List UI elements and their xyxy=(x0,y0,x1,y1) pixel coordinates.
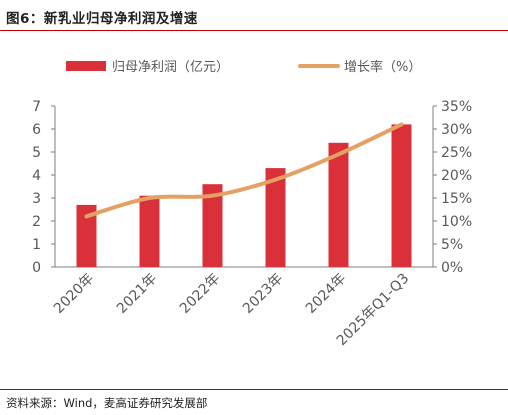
footer-divider xyxy=(0,389,508,390)
bar-net-profit xyxy=(139,195,160,267)
right-axis-tick-label: 5% xyxy=(441,237,463,253)
line-series-growth-rate xyxy=(84,122,404,219)
source-note: 资料来源：Wind，麦高证券研究发展部 xyxy=(6,396,208,410)
chart-title: 图6：新乳业归母净利润及增速 xyxy=(6,11,198,27)
legend-swatch-net-profit xyxy=(66,61,106,71)
right-axis-tick-label: 35% xyxy=(441,99,472,115)
bar-net-profit xyxy=(265,168,286,267)
growth-rate-line xyxy=(84,122,404,219)
left-axis-tick-label: 3 xyxy=(32,191,41,207)
x-axis-category-label: 2024年 xyxy=(303,271,349,317)
left-axis-tick-label: 6 xyxy=(32,122,41,138)
right-axis-tick-label: 10% xyxy=(441,214,472,230)
right-axis-tick-label: 25% xyxy=(441,145,472,161)
left-axis-tick-label: 7 xyxy=(32,99,41,115)
bar-net-profit xyxy=(328,142,349,267)
right-axis-tick-label: 15% xyxy=(441,191,472,207)
left-axis-tick-label: 0 xyxy=(32,260,41,276)
x-axis-category-label: 2020年 xyxy=(51,271,97,317)
x-axis-category-label: 2023年 xyxy=(240,271,286,317)
combo-chart: 归母净利润（亿元） 增长率（%） 0 1 2 3 4 5 6 7 0% 5% 10% 15% 20% 25… xyxy=(32,59,472,349)
right-axis-tick-label: 0% xyxy=(441,260,463,276)
title-divider xyxy=(0,30,508,31)
left-axis-tick-label: 5 xyxy=(32,145,41,161)
x-axis-category-label: 2021年 xyxy=(114,271,160,317)
bar-net-profit xyxy=(391,124,412,268)
right-axis-tick-label: 20% xyxy=(441,168,472,184)
bar-net-profit xyxy=(202,184,223,267)
x-axis-category-label: 2022年 xyxy=(177,271,223,317)
right-axis-tick-label: 30% xyxy=(441,122,472,138)
left-axis-tick-label: 4 xyxy=(32,168,41,184)
bar-net-profit xyxy=(76,204,97,267)
left-axis-tick-label: 2 xyxy=(32,214,41,230)
legend-label-net-profit: 归母净利润（亿元） xyxy=(112,60,229,75)
left-axis-tick-label: 1 xyxy=(32,237,41,253)
bar-series-net-profit xyxy=(76,124,412,268)
chart-legend: 归母净利润（亿元） 增长率（%） xyxy=(66,59,421,75)
legend-label-growth-rate: 增长率（%） xyxy=(344,59,421,75)
